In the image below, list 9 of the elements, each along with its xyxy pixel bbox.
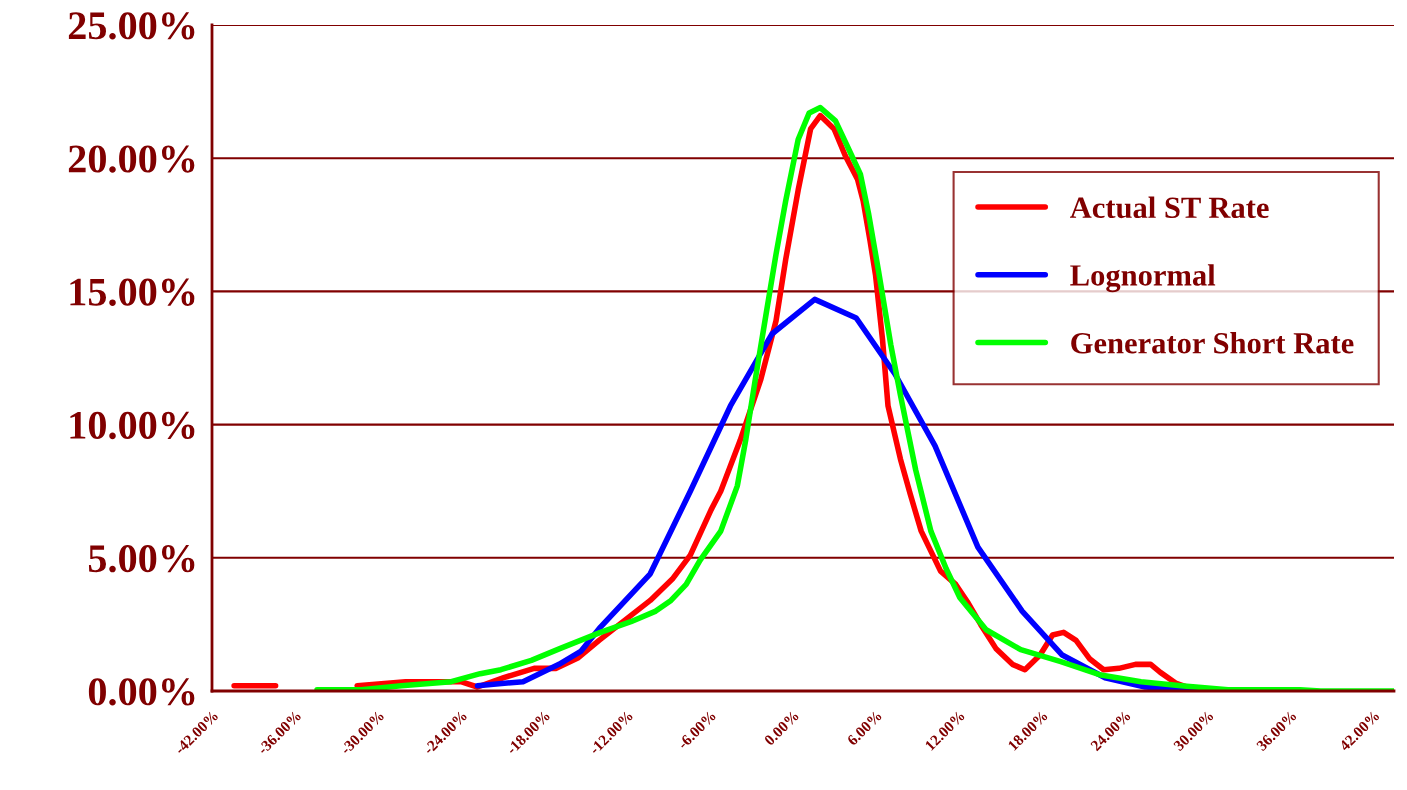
legend-label: Lognormal bbox=[1070, 264, 1216, 293]
legend-label: Generator Short Rate bbox=[1071, 332, 1354, 354]
y-tick-label: 10.00% bbox=[70, 411, 195, 440]
y-tick-label: 15.00% bbox=[70, 278, 195, 306]
legend-label: Actual ST Rate bbox=[1070, 196, 1269, 219]
y-tick-label: 0.00% bbox=[88, 678, 195, 706]
y-tick-label: 5.00% bbox=[88, 544, 195, 573]
y-tick-label: 20.00% bbox=[68, 145, 195, 173]
y-tick-label: 25.00% bbox=[68, 12, 195, 40]
